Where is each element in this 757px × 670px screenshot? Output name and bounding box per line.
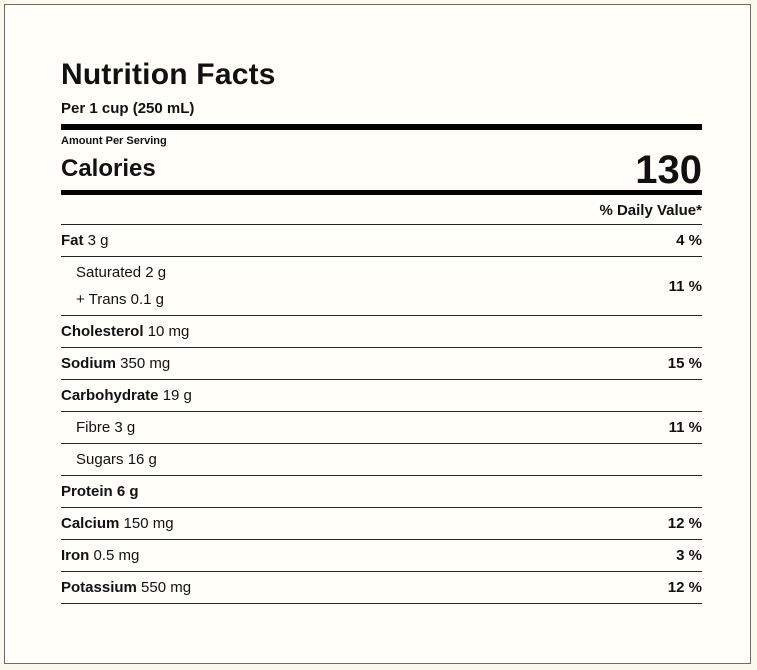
nutrient-trans: + Trans 0.1 g	[76, 286, 166, 313]
nutrient-amount: 150 mg	[123, 515, 174, 532]
nutrient-dv: 4 %	[676, 232, 702, 249]
nutrient-amount: 350 mg	[120, 355, 171, 372]
nutrient-sugars: Sugars 16 g	[61, 451, 157, 468]
nutrient-name: Protein	[61, 483, 113, 500]
nutrient-amount: 0.1 g	[130, 291, 164, 308]
calories-label: Calories	[61, 155, 156, 182]
calories-row: Calories 130	[61, 150, 702, 190]
nutrient-potassium: Potassium 550 mg	[61, 579, 191, 596]
nutrient-row-potassium: Potassium 550 mg 12 %	[61, 572, 702, 604]
nutrient-name: Sodium	[61, 355, 116, 372]
nutrient-amount: 3 g	[114, 419, 136, 436]
nutrient-fibre: Fibre 3 g	[61, 419, 135, 436]
nutrient-amount: 3 g	[87, 232, 109, 249]
nutrient-dv: 11 %	[668, 277, 702, 295]
nutrient-sodium: Sodium 350 mg	[61, 355, 170, 372]
nutrient-name: Cholesterol	[61, 323, 144, 340]
nutrient-name: Sugars	[76, 451, 124, 468]
nutrient-amount: 2 g	[145, 264, 167, 281]
nutrient-amount: 6 g	[116, 483, 139, 500]
nutrient-row-sodium: Sodium 350 mg 15 %	[61, 348, 702, 380]
nutrient-dv: 12 %	[667, 579, 702, 596]
nutrient-name: Fat	[61, 232, 84, 249]
nutrient-carbohydrate: Carbohydrate 19 g	[61, 387, 192, 404]
serving-size: Per 1 cup (250 mL)	[61, 100, 195, 117]
nutrient-iron: Iron 0.5 mg	[61, 547, 139, 564]
nutrient-row-cholesterol: Cholesterol 10 mg	[61, 316, 702, 348]
nutrient-amount: 10 mg	[147, 323, 190, 340]
nutrient-row-fat: Fat 3 g 4 %	[61, 225, 702, 257]
nutrient-dv: 3 %	[676, 547, 702, 564]
nutrient-row-carbohydrate: Carbohydrate 19 g	[61, 380, 702, 412]
nutrient-name: Potassium	[61, 579, 137, 596]
daily-value-header-text: % Daily Value*	[599, 202, 702, 219]
nutrient-dv: 15 %	[667, 355, 702, 372]
nutrient-name: Fibre	[76, 419, 111, 436]
nutrient-amount: 16 g	[127, 451, 157, 468]
nutrient-row-iron: Iron 0.5 mg 3 %	[61, 540, 702, 572]
nutrient-name: Calcium	[61, 515, 120, 532]
thick-divider-top	[61, 124, 702, 130]
nutrient-fat: Fat 3 g	[61, 232, 109, 249]
nutrient-name: Carbohydrate	[61, 387, 159, 404]
nutrient-dv: 11 %	[668, 419, 702, 436]
nutrient-protein: Protein 6 g	[61, 483, 139, 500]
daily-value-header: % Daily Value*	[61, 195, 702, 225]
nutrient-amount: 550 mg	[141, 579, 192, 596]
nutrition-label: Nutrition Facts Per 1 cup (250 mL) Amoun…	[61, 56, 702, 604]
nutrient-row-saturated-trans: Saturated 2 g + Trans 0.1 g 11 %	[61, 257, 702, 316]
label-frame	[4, 4, 751, 664]
nutrient-row-sugars: Sugars 16 g	[61, 444, 702, 476]
nutrient-row-protein: Protein 6 g	[61, 476, 702, 508]
saturated-trans-stack: Saturated 2 g + Trans 0.1 g	[61, 259, 166, 313]
label-title: Nutrition Facts	[61, 58, 276, 91]
nutrient-calcium: Calcium 150 mg	[61, 515, 174, 532]
thick-divider-calories	[61, 190, 702, 195]
nutrient-name: Iron	[61, 547, 90, 564]
amount-per-serving: Amount Per Serving	[61, 135, 167, 147]
nutrient-amount: 0.5 mg	[93, 547, 140, 564]
nutrient-dv: 12 %	[667, 515, 702, 532]
nutrient-saturated: Saturated 2 g	[76, 259, 166, 286]
nutrient-name: Saturated	[76, 264, 142, 281]
nutrient-row-calcium: Calcium 150 mg 12 %	[61, 508, 702, 540]
nutrient-cholesterol: Cholesterol 10 mg	[61, 323, 189, 340]
nutrient-amount: 19 g	[162, 387, 192, 404]
calories-value: 130	[635, 148, 702, 192]
nutrient-name: + Trans	[76, 291, 127, 308]
nutrient-row-fibre: Fibre 3 g 11 %	[61, 412, 702, 444]
